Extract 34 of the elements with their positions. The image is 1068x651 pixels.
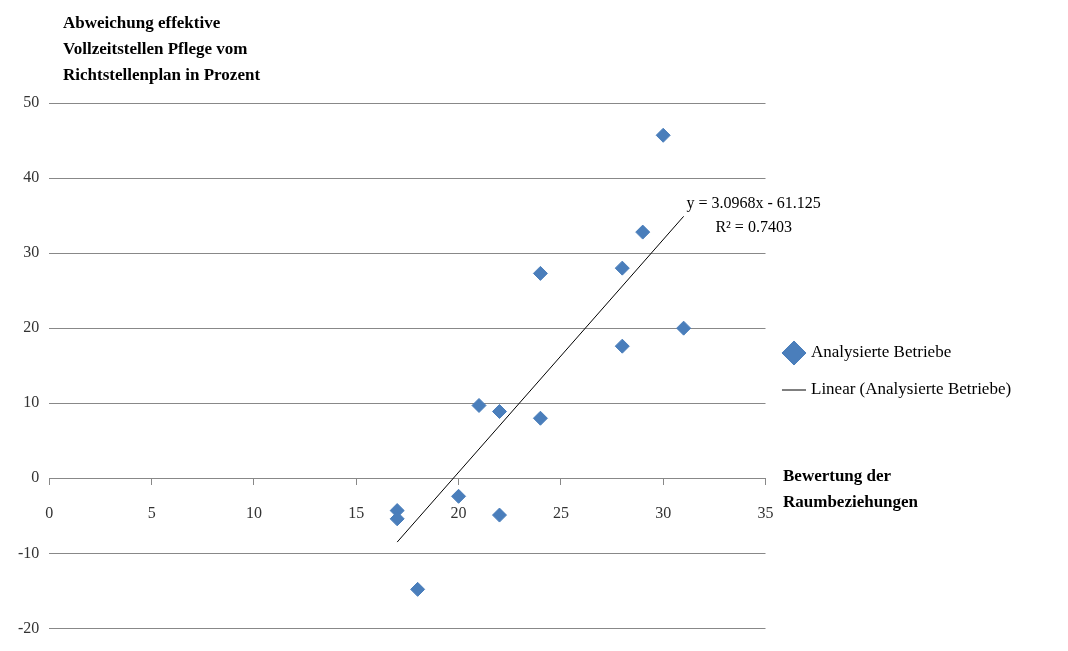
point (532, 265, 548, 281)
y-tick-label: -10 (18, 543, 40, 561)
point (676, 320, 692, 336)
y-tick-label: 40 (23, 168, 40, 186)
point (655, 127, 671, 143)
legend-label: Analysierte Betriebe (811, 342, 952, 362)
x-tick-label: 10 (245, 504, 262, 522)
x-tick-label: 30 (655, 504, 672, 522)
annotation: R² = 0.7403 (715, 218, 792, 236)
point (410, 581, 426, 597)
x-tick-label: 0 (45, 504, 54, 522)
point (491, 507, 507, 523)
point (532, 410, 548, 426)
y-tick-label: 20 (23, 318, 40, 336)
x-tick-label: 15 (348, 504, 365, 522)
point (451, 488, 467, 504)
y-axis-title: Abweichung effektive Vollzeitstellen Pflege vom Richtstellenplan in Prozent (63, 12, 262, 86)
x-tick-label: 35 (757, 504, 774, 522)
y-tick-label: 10 (23, 393, 40, 411)
y-tick-label: 50 (23, 93, 40, 111)
point (614, 260, 630, 276)
x-tick-label: 5 (147, 504, 156, 522)
point (491, 403, 507, 419)
point (471, 397, 487, 413)
y-tick-label: 30 (23, 243, 40, 261)
point (614, 338, 630, 354)
y-tick-label: -20 (18, 618, 40, 636)
x-tick-label: 25 (552, 504, 569, 522)
legend-label: Linear (Analysierte Betriebe) (811, 379, 1012, 399)
annotation: y = 3.0968x - 61.125 (686, 194, 821, 213)
x-axis-title: Bewertung der Raumbeziehungen (783, 465, 920, 513)
y-tick-label: 0 (31, 468, 40, 486)
x-tick-label: 20 (450, 504, 467, 522)
point (635, 224, 651, 240)
